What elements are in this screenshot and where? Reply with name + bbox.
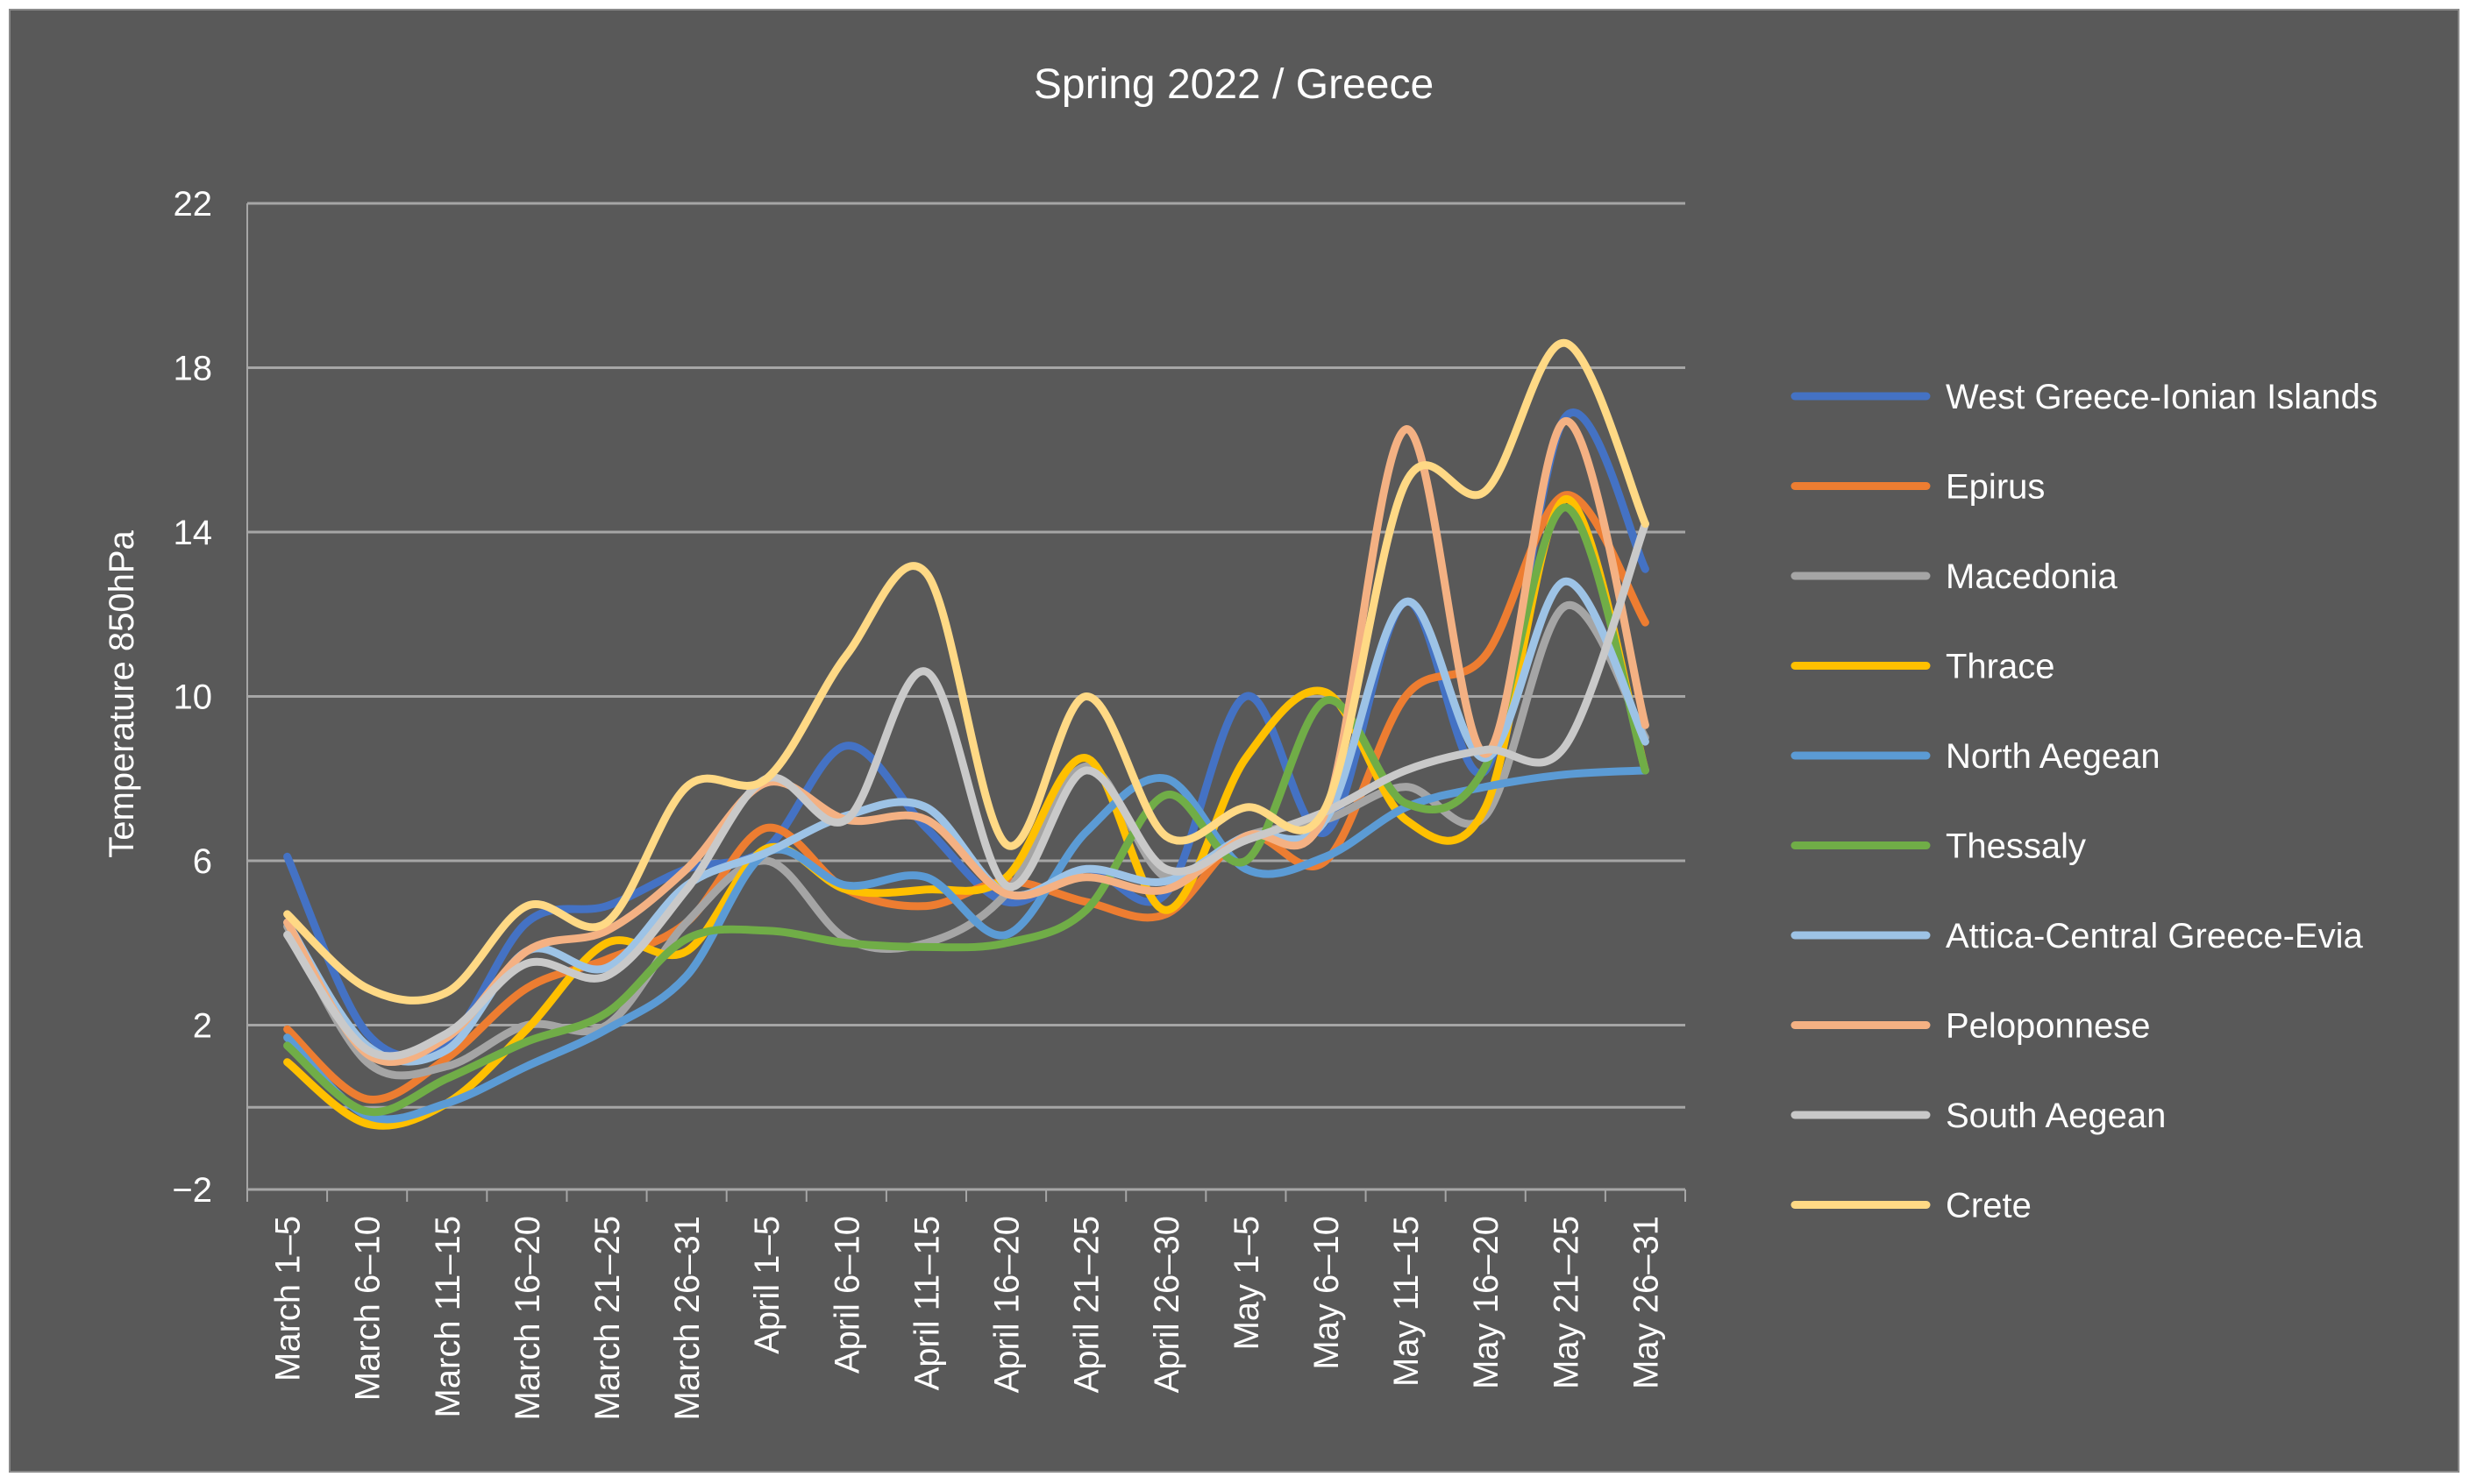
x-tick-label: March 21–25	[588, 1216, 627, 1420]
legend-label: Epirus	[1946, 468, 2045, 507]
series-line-north-aegean	[283, 766, 1649, 1124]
line-chart: Spring 2022 / Greece Temperature 850hPa …	[103, 61, 2378, 1420]
x-tick-label: March 6–10	[349, 1216, 388, 1401]
chart-title: Spring 2022 / Greece	[1034, 61, 1434, 108]
y-tick-label: 2	[193, 1007, 212, 1046]
chart-frame: Spring 2022 / Greece Temperature 850hPa …	[9, 9, 2459, 1473]
x-tick-label: May 26–31	[1626, 1216, 1665, 1389]
series-line-thrace	[283, 495, 1649, 1130]
x-tick-label: March 11–15	[429, 1216, 467, 1418]
x-tick-label: April 11–15	[908, 1216, 946, 1390]
legend-label: South Aegean	[1946, 1097, 2166, 1135]
x-tick-label: March 16–20	[509, 1216, 547, 1420]
x-tick-label: April 26–30	[1148, 1216, 1186, 1393]
x-tick-label: April 6–10	[828, 1216, 866, 1374]
x-tick-label: April 1–5	[748, 1216, 787, 1354]
series-lines	[283, 338, 1649, 1130]
legend-label: Attica-Central Greece-Evia	[1946, 917, 2363, 955]
y-tick-label: 6	[193, 842, 212, 881]
series-line-south-aegean	[283, 520, 1649, 1061]
y-tick-label: 18	[174, 350, 213, 388]
series-line-peloponnese	[283, 416, 1649, 1067]
legend-label: North Aegean	[1946, 737, 2160, 776]
y-axis-label: Temperature 850hPa	[103, 529, 141, 857]
y-tick-labels: 22 18 14 10 6 2 −2	[172, 185, 212, 1210]
y-tick-label: 10	[174, 678, 213, 717]
x-tick-label: May 21–25	[1547, 1216, 1585, 1389]
series-line-thessaly	[283, 503, 1649, 1117]
x-tick-label: March 1–5	[269, 1216, 308, 1381]
x-tick-label: May 1–5	[1228, 1216, 1266, 1350]
x-tick-label: May 16–20	[1467, 1216, 1505, 1389]
y-tick-label: 14	[174, 514, 213, 552]
legend-label: Peloponnese	[1946, 1007, 2151, 1046]
legend-label: Thessaly	[1946, 827, 2086, 866]
x-tick-label: April 21–25	[1068, 1216, 1107, 1393]
x-tick-label: May 11–15	[1387, 1216, 1426, 1387]
y-tick-label: −2	[172, 1171, 212, 1210]
x-tick-label: April 16–20	[988, 1216, 1027, 1393]
series-line-west-greece-ionian-islands	[283, 408, 1649, 1061]
x-tick-label: March 26–31	[668, 1216, 707, 1420]
legend-label: Macedonia	[1946, 557, 2118, 596]
x-tick-label: May 6–10	[1307, 1216, 1346, 1370]
legend-label: Thrace	[1946, 648, 2055, 686]
legend: West Greece-Ionian Islands Epirus Macedoni…	[1790, 378, 2378, 1225]
series-line-crete	[283, 338, 1649, 1005]
x-tick-labels: March 1–5 March 6–10 March 11–15 March 16–2…	[269, 1216, 1666, 1420]
legend-label: Crete	[1946, 1187, 2032, 1225]
y-tick-label: 22	[174, 185, 213, 224]
legend-label: West Greece-Ionian Islands	[1946, 378, 2378, 416]
